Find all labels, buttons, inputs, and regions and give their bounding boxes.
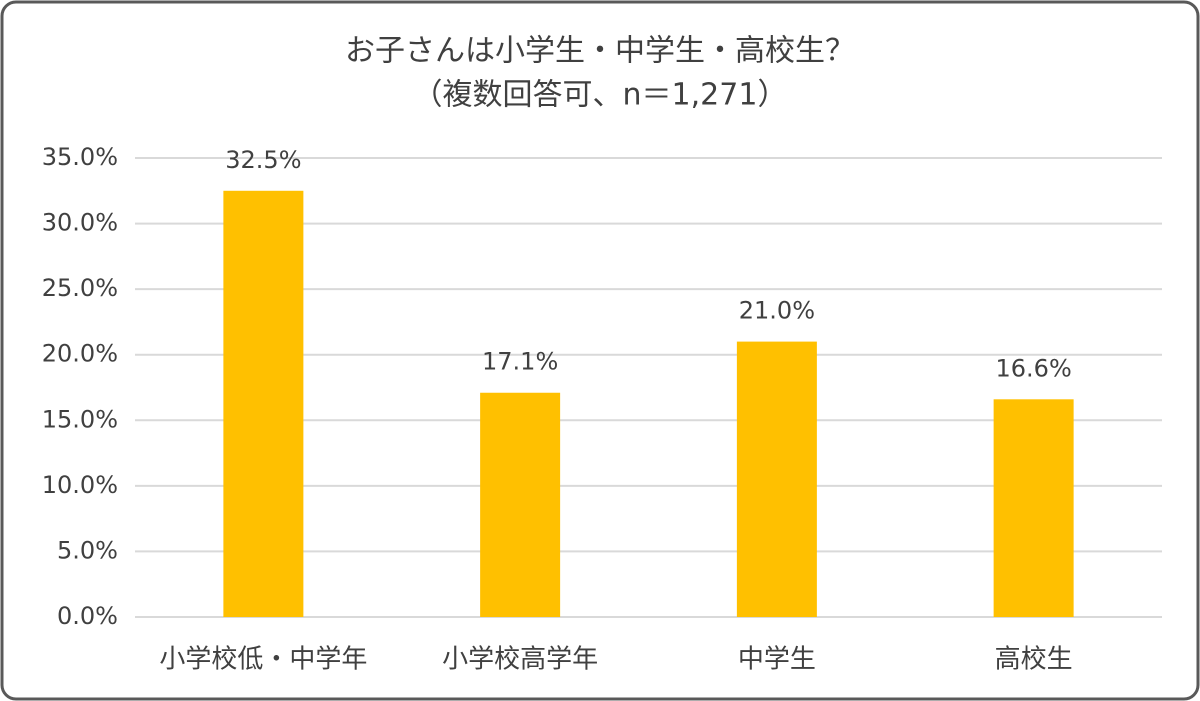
y-tick-label: 10.0% [42,471,118,499]
data-label: 32.5% [225,146,301,174]
chart-title: お子さんは小学生・中学生・高校生？ [345,34,855,69]
data-label: 16.6% [996,354,1072,382]
y-tick-label: 25.0% [42,274,118,302]
chart-subtitle: （複数回答可、n＝1,271） [413,78,788,113]
y-tick-label: 20.0% [42,340,118,368]
bar [480,392,561,617]
data-label: 21.0% [739,297,815,325]
y-tick-label: 5.0% [57,536,118,564]
bar [736,341,817,617]
x-tick-label: 高校生 [995,645,1073,675]
x-tick-label: 小学校高学年 [442,645,598,675]
x-tick-label: 中学生 [738,645,816,675]
y-tick-label: 0.0% [57,602,118,630]
y-tick-label: 35.0% [42,143,118,171]
bar [993,399,1074,617]
y-tick-label: 30.0% [42,209,118,237]
x-tick-label: 小学校低・中学年 [159,645,367,675]
y-tick-label: 15.0% [42,405,118,433]
data-label: 17.1% [482,348,558,376]
bar [223,190,304,618]
